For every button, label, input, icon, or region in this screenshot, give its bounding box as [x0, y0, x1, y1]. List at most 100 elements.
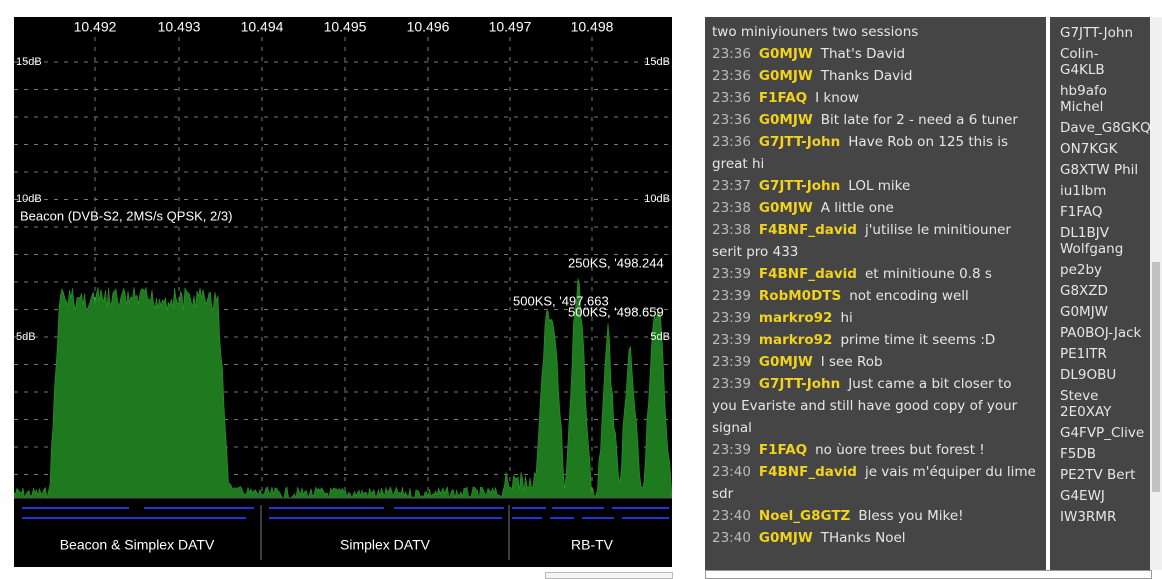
db-label: 5dB: [650, 331, 670, 343]
chat-messages: two miniyiouners two sessions 23:36 G0MJW T…: [705, 17, 1046, 553]
button[interactable]: [545, 572, 673, 579]
db-label: 10dB: [644, 193, 670, 205]
chat-panel: two miniyiouners two sessions 23:36 G0MJW T…: [705, 17, 1046, 570]
chat-message: 23:38 G0MJW A little one: [712, 197, 1039, 219]
user: Dave_G8GKQ: [1060, 120, 1151, 136]
freq-label: 10.495: [324, 19, 367, 35]
freq-label: 10.498: [571, 19, 614, 35]
freq-label: 10.493: [158, 19, 201, 35]
time: 23:36: [712, 134, 751, 150]
user: iu1lbm: [1060, 183, 1107, 199]
user: G7JTT-John: [1060, 25, 1134, 41]
message-text: THanks Noel: [820, 530, 906, 546]
db-label: 15dB: [644, 56, 670, 68]
chat-message: 23:38 F4BNF_david j'utilise le minitiouner…: [712, 219, 1039, 263]
time: 23:36: [712, 90, 751, 106]
user-name: Noel_G8GTZ: [758, 508, 851, 524]
message-text: no ùore trees but forest !: [815, 442, 985, 458]
message-text: A little one: [820, 200, 894, 216]
chat-message: 23:39 F1FAQ no ùore trees but forest !: [712, 439, 1039, 461]
db-label: 15dB: [16, 56, 42, 68]
chat-message: 23:36 F1FAQ I know: [712, 87, 1039, 109]
time: 23:36: [712, 68, 751, 84]
user: G8XZD: [1060, 283, 1108, 299]
time: 23:39: [712, 332, 751, 348]
message-text: Bit late for 2 - need a 6 tuner: [820, 112, 1018, 128]
chat-message: 23:39 F4BNF_david et minitioune 0.8 s: [712, 263, 1039, 285]
user: G0MJW: [1060, 304, 1109, 320]
user-name: F1FAQ: [758, 90, 808, 106]
user-name: F1FAQ: [758, 442, 808, 458]
db-label: 5dB: [16, 331, 36, 343]
message-text: Have Rob on 125 this is great hi: [712, 134, 1009, 172]
time: 23:37: [712, 178, 751, 194]
chat-message: 23:40 Noel_G8GTZ Bless you Mike!: [712, 505, 1039, 527]
time: 23:40: [712, 464, 751, 480]
user: G4FVP_Clive: [1060, 425, 1145, 441]
time: 23:38: [712, 200, 751, 216]
message-text: j'utilise le minitiouner serit pro 433: [712, 222, 1011, 260]
user-name: G0MJW: [758, 200, 813, 216]
freq-label: 10.497: [489, 19, 532, 35]
annotation: 500KS, '498.659: [568, 304, 664, 319]
scrollbar[interactable]: [1150, 17, 1162, 570]
time: 23:39: [712, 288, 751, 304]
message-text: LOL mike: [848, 178, 911, 194]
message-text: I see Rob: [820, 354, 883, 370]
band-label: Simplex DATV: [340, 537, 431, 553]
user: ON7KGK: [1060, 141, 1118, 157]
message-text: hi: [840, 310, 853, 326]
user-name: G7JTT-John: [758, 134, 841, 150]
message-text: je vais m'équiper du lime sdr: [712, 464, 1036, 502]
freq-label: 10.494: [241, 19, 284, 35]
user: IW3RMR: [1060, 509, 1117, 525]
user-name: RobM0DTS: [758, 288, 842, 304]
user-name: markro92: [758, 310, 833, 326]
time: 23:39: [712, 442, 751, 458]
message-text: not encoding well: [849, 288, 969, 304]
freq-label: 10.496: [407, 19, 450, 35]
user: F1FAQ: [1060, 204, 1103, 220]
db-label: 10dB: [16, 193, 42, 205]
chat-message: 23:40 F4BNF_david je vais m'équiper du lim…: [712, 461, 1039, 505]
user-name: G0MJW: [758, 112, 813, 128]
user-name: G0MJW: [758, 354, 813, 370]
chat-message: 23:39 RobM0DTS not encoding well: [712, 285, 1039, 307]
time: 23:39: [712, 376, 751, 392]
time: 23:39: [712, 266, 751, 282]
band-bg: [14, 498, 672, 567]
message-text: That's David: [820, 46, 906, 62]
chat-message: 23:36 G0MJW Thanks David: [712, 65, 1039, 87]
user-items: G7JTT-John Colin-G4KLB hb9afo Michel Dave_G…: [1050, 17, 1152, 538]
user: PE2TV Bert: [1060, 467, 1136, 483]
user: DL1BJV Wolfgang: [1060, 225, 1124, 257]
scroll-thumb[interactable]: [1152, 262, 1160, 492]
beacon-label: Beacon (DVB-S2, 2MS/s QPSK, 2/3): [20, 208, 232, 223]
message-text: Bless you Mike!: [858, 508, 964, 524]
time: 23:39: [712, 354, 751, 370]
chat-line: two miniyiouners two sessions: [712, 24, 919, 40]
time: 23:36: [712, 112, 751, 128]
user: Steve 2E0XAY: [1060, 388, 1112, 420]
spectrum-trace: [14, 278, 672, 500]
user: PA0BOJ-Jack: [1060, 325, 1142, 341]
annotation: 500KS, '497.663: [513, 293, 609, 308]
user: pe2by: [1060, 262, 1103, 278]
band-lines: [22, 507, 669, 519]
user: hb9afo Michel: [1060, 83, 1107, 115]
user: PE1ITR: [1060, 346, 1107, 362]
message-text: I know: [815, 90, 860, 106]
time: 23:36: [712, 46, 751, 62]
user-name: F4BNF_david: [758, 222, 857, 238]
user-name: F4BNF_david: [758, 464, 857, 480]
chat-message: 23:36 G0MJW That's David: [712, 43, 1039, 65]
chat-message: 23:40 G0MJW THanks Noel: [712, 527, 1039, 549]
message-text: Thanks David: [820, 68, 913, 84]
time: 23:39: [712, 310, 751, 326]
chat-input[interactable]: [705, 570, 1152, 579]
user: F5DB: [1060, 446, 1097, 462]
freq-label: 10.492: [74, 19, 117, 35]
user: DL9OBU: [1060, 367, 1117, 383]
user-name: G7JTT-John: [758, 376, 841, 392]
